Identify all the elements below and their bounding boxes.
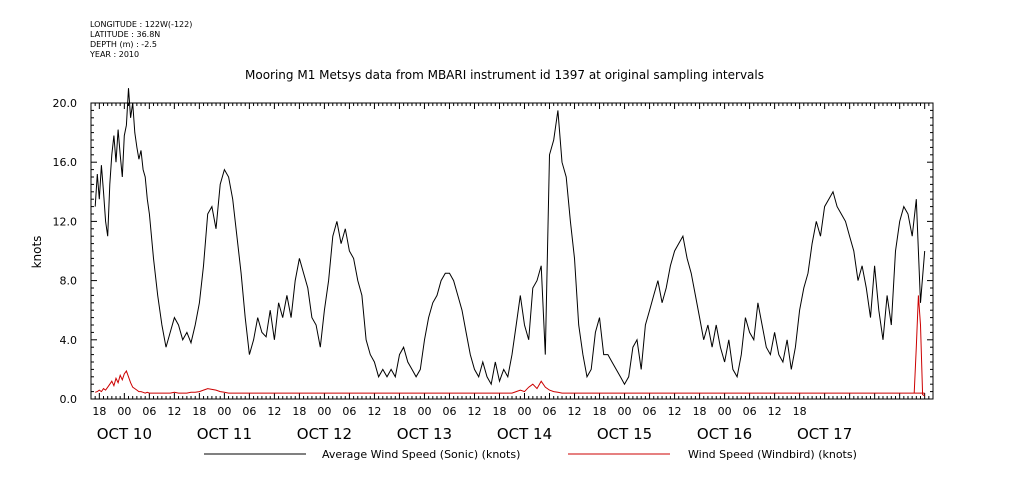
series-line-windbird-spike [913,295,925,397]
series-line-sonic [94,88,926,386]
x-day-label: OCT 17 [797,425,852,443]
x-hour-label: 06 [442,405,456,418]
station-metadata: LONGITUDE : 122W(-122) LATITUDE : 36.8N … [90,20,192,60]
x-hour-label: 06 [342,405,356,418]
x-hour-label: 18 [492,405,506,418]
depth-line: DEPTH (m) : -2.5 [90,40,157,49]
x-day-label: OCT 12 [297,425,352,443]
x-hour-label: 00 [217,405,231,418]
x-hour-label: 00 [618,405,632,418]
x-hour-label: 12 [167,405,181,418]
x-day-label: OCT 16 [697,425,752,443]
x-hour-label: 18 [92,405,106,418]
y-axis-label: knots [30,236,44,269]
x-hour-label: 06 [142,405,156,418]
x-hour-label: 12 [267,405,281,418]
series-layer [94,88,926,397]
x-hour-label: 18 [392,405,406,418]
series-line-windbird [95,369,925,394]
legend-label-windbird: Wind Speed (Windbird) (knots) [688,448,857,461]
x-hour-label: 18 [793,405,807,418]
x-hour-label: 00 [718,405,732,418]
x-day-label: OCT 10 [97,425,152,443]
x-hour-label: 06 [242,405,256,418]
x-day-label: OCT 15 [597,425,652,443]
x-hour-label: 18 [593,405,607,418]
legend-label-sonic: Average Wind Speed (Sonic) (knots) [322,448,520,461]
x-hour-label: 06 [643,405,657,418]
y-tick-label: 20.0 [53,97,78,110]
x-hour-label: 12 [768,405,782,418]
y-axis: 0.0 4.0 8.0 12.0 16.0 20.0 [53,97,933,406]
chart-title: Mooring M1 Metsys data from MBARI instru… [245,68,764,82]
y-tick-label: 4.0 [60,334,78,347]
x-day-label: OCT 11 [197,425,252,443]
longitude-line: LONGITUDE : 122W(-122) [90,20,193,29]
x-day-label: OCT 13 [397,425,452,443]
x-hour-label: 18 [192,405,206,418]
x-hour-label: 12 [367,405,381,418]
x-axis: 18 00 06 12 18 00 06 12 18 00 06 12 18 00 06 12 18 00 06 12… [92,405,852,443]
x-hour-label: 18 [693,405,707,418]
year-line: YEAR : 2010 [90,50,140,59]
x-hour-label: 00 [518,405,532,418]
x-hour-label: 00 [317,405,331,418]
latitude-line: LATITUDE : 36.8N [90,30,161,39]
x-hour-label: 06 [543,405,557,418]
x-hour-label: 00 [117,405,131,418]
legend: Average Wind Speed (Sonic) (knots) Wind … [204,448,857,461]
y-tick-label: 8.0 [60,275,78,288]
x-hour-label: 12 [568,405,582,418]
x-day-label: OCT 14 [497,425,552,443]
x-hour-label: 12 [467,405,481,418]
y-tick-label: 0.0 [60,393,78,406]
x-hour-label: 06 [743,405,757,418]
y-tick-label: 12.0 [53,215,78,228]
y-tick-label: 16.0 [53,156,78,169]
x-hour-label: 18 [292,405,306,418]
x-hour-label: 00 [417,405,431,418]
x-hour-label: 12 [668,405,682,418]
